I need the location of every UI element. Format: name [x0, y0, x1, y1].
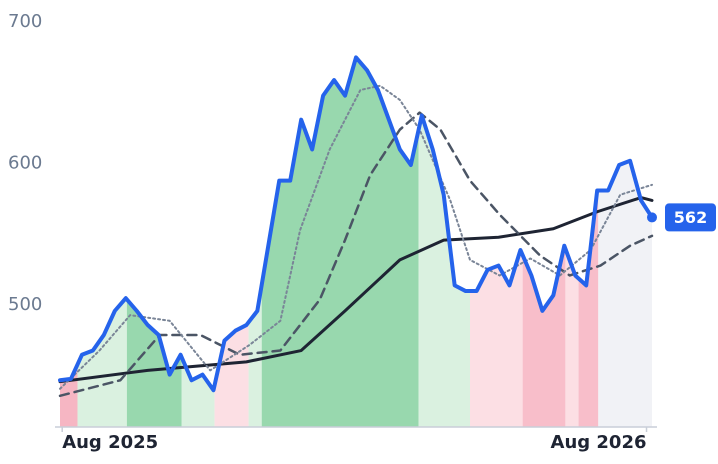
badge [665, 203, 716, 232]
zone-area [261, 57, 419, 427]
zone-area [126, 299, 182, 427]
y-tick-label: 700 [8, 11, 42, 32]
x-tick-label: Aug 2026 [551, 432, 647, 453]
zone-area [181, 357, 215, 427]
x-tick-label: Aug 2025 [62, 432, 158, 453]
series-line [58, 196, 654, 384]
series-line [59, 84, 653, 390]
zone-area [578, 190, 599, 427]
zone-area [565, 248, 579, 427]
y-tick-label: 500 [8, 294, 42, 315]
zone-area [470, 249, 523, 427]
y-tick-label: 600 [8, 153, 42, 174]
zone-area [598, 160, 652, 427]
series-line [58, 111, 654, 398]
zone-area [77, 298, 127, 427]
zone-area [418, 115, 471, 427]
series-line [58, 55, 654, 393]
last-point [647, 212, 657, 223]
last-value-label: 562 [674, 208, 707, 227]
